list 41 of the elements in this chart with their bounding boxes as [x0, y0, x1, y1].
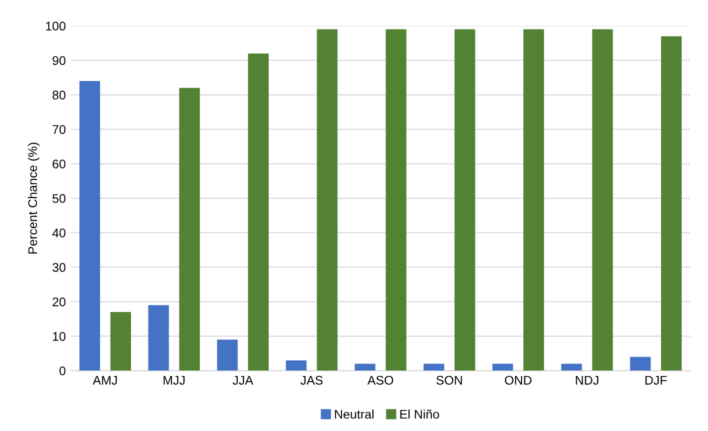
bar [630, 356, 651, 371]
x-tick-label: AMJ [92, 376, 117, 385]
x-tick-label: SON [436, 376, 462, 385]
x-tick-label: OND [504, 376, 532, 385]
bar [661, 36, 682, 371]
y-tick-label: 100 [46, 22, 66, 31]
bar [248, 53, 269, 371]
bar [79, 81, 100, 371]
y-tick-label: 10 [52, 332, 66, 341]
bar [148, 305, 169, 371]
bar [286, 360, 307, 371]
y-tick-label: 60 [52, 160, 66, 168]
x-tick-label: MJJ [164, 376, 185, 385]
y-tick-label: 80 [52, 90, 66, 100]
y-tick-label: 30 [52, 263, 66, 272]
y-tick-label: 50 [52, 194, 66, 203]
legend-label: El Niño [400, 409, 440, 419]
y-axis-title: Percent Chance (%) [28, 142, 40, 254]
y-tick-label: 0 [59, 366, 66, 376]
bar [424, 364, 444, 371]
bar [217, 340, 238, 371]
bar [386, 29, 406, 371]
bar [592, 29, 613, 371]
legend-label: Neutral [335, 409, 374, 419]
y-tick-label: 70 [52, 125, 66, 134]
bar [523, 29, 544, 371]
x-tick-label: JJA [232, 376, 254, 385]
bar [561, 364, 582, 371]
bar [110, 312, 132, 371]
bar [179, 88, 200, 371]
x-tick-label: DJF [645, 376, 667, 385]
x-tick-label: ASO [367, 376, 394, 385]
x-tick-label: NDJ [576, 376, 598, 385]
bar [316, 29, 338, 371]
y-tick-label: 40 [52, 228, 66, 238]
y-tick-label: 90 [52, 56, 66, 65]
x-tick-label: JAS [300, 376, 323, 385]
bar [354, 364, 376, 371]
y-tick-label: 20 [52, 298, 66, 306]
bar [492, 364, 514, 371]
bar [454, 29, 476, 371]
